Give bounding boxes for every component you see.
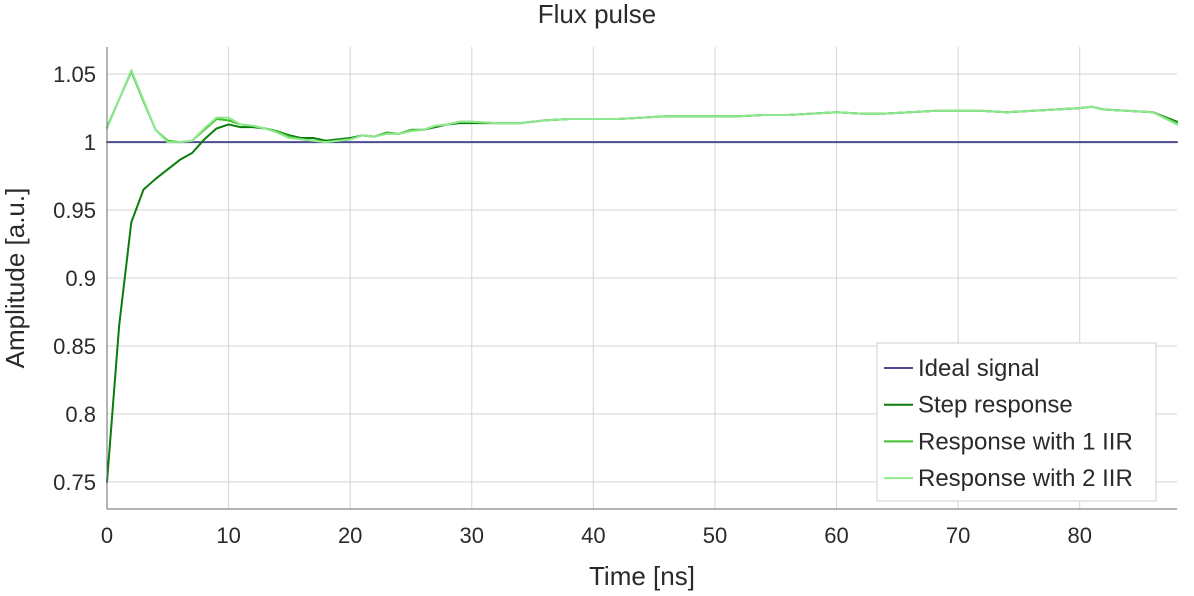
legend-label: Ideal signal: [918, 355, 1039, 382]
axes: [106, 47, 1177, 510]
legend-box: [876, 342, 1157, 502]
y-axis-label: Amplitude [a.u.]: [0, 188, 30, 369]
series-line-4: [106, 69, 1178, 144]
legend: Ideal signal Step response Response with 1…: [876, 342, 1157, 502]
x-tick-label: 10: [216, 523, 240, 548]
series-layer: [106, 69, 1178, 483]
x-tick-label: 0: [101, 523, 113, 548]
legend-label: Response with 1 IIR: [918, 428, 1133, 455]
legend-label: Response with 2 IIR: [918, 465, 1133, 492]
x-axis-label: Time [ns]: [589, 561, 695, 591]
y-tick-label: 0.95: [53, 198, 96, 223]
x-tick-label: 80: [1067, 523, 1091, 548]
y-tick-label: 1: [84, 130, 96, 155]
x-tick-label: 60: [824, 523, 848, 548]
x-tick-labels: 0 10 20 30 40 50 60 70 80: [101, 523, 1092, 548]
y-tick-label: 1.05: [53, 62, 96, 87]
legend-label: Step response: [918, 392, 1073, 419]
y-tick-labels: 0.75 0.8 0.85 0.9 0.95 1 1.05: [53, 62, 96, 495]
y-tick-label: 0.8: [65, 402, 96, 427]
x-tick-label: 50: [703, 523, 727, 548]
y-tick-label: 0.85: [53, 334, 96, 359]
x-tick-label: 40: [581, 523, 605, 548]
series-line-3: [106, 70, 1178, 144]
y-tick-label: 0.9: [65, 266, 96, 291]
x-tick-label: 70: [946, 523, 970, 548]
x-tick-label: 30: [460, 523, 484, 548]
x-tick-label: 20: [338, 523, 362, 548]
chart-title: Flux pulse: [538, 0, 657, 29]
y-tick-label: 0.75: [53, 470, 96, 495]
